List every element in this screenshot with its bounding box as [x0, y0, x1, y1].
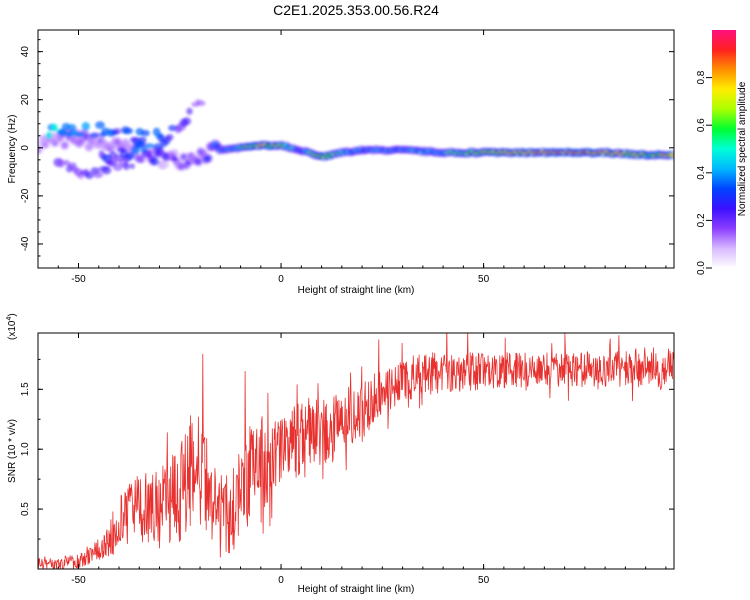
snr-frame: [37, 332, 675, 570]
svg-text:(x104): (x104): [6, 313, 18, 340]
heatmap-cell: [123, 127, 134, 135]
y-tick-label: 0.5: [20, 502, 31, 516]
colorbar-label: Normalized spectral amplitude: [737, 81, 748, 216]
snr-chart: -50 0 50 0.5 1.0 1.5 Height of straight line…: [6, 313, 675, 595]
heatmap-cell: [65, 131, 72, 138]
heatmap-cell: [51, 123, 58, 132]
snr-y-ticks: 0.5 1.0 1.5: [20, 358, 674, 540]
heatmap-cells: [38, 98, 674, 180]
x-tick-label: 50: [478, 274, 490, 285]
heatmap-cell: [123, 162, 130, 171]
heatmap-cell: [182, 117, 192, 126]
heatmap-cell: [75, 132, 85, 138]
heatmap-cell: [195, 158, 202, 166]
colorbar: 0.0 0.2 0.4 0.6 0.8 Normalized spectral ampl…: [696, 30, 748, 275]
heatmap-cell: [81, 122, 90, 131]
colorbar-tick-label: 0.6: [696, 118, 707, 132]
heatmap-cell: [140, 129, 150, 137]
colorbar-tick-label: 0.0: [696, 261, 707, 275]
heatmap-cell: [145, 143, 155, 149]
heatmap-cell: [161, 160, 168, 168]
heatmap-cell: [186, 107, 193, 115]
heatmap-cell: [63, 159, 70, 166]
x-tick-label: 50: [478, 575, 490, 586]
heatmap-cell: [136, 155, 145, 163]
heatmap-cell: [165, 134, 174, 141]
heatmap-cell: [162, 152, 170, 162]
colorbar-tick-label: 0.4: [696, 165, 707, 179]
heatmap-cell: [150, 157, 160, 166]
heatmap-cell: [130, 145, 141, 155]
heatmap-cell: [125, 152, 135, 160]
snr-y-label: SNR (10 * v/v): [7, 419, 18, 483]
snr-x-ticks: -50 0 50: [37, 333, 667, 586]
spectrogram-x-label: Height of straight line (km): [298, 285, 415, 296]
heatmap-cell: [85, 171, 94, 180]
spectrogram-y-label: Frequency (Hz): [7, 115, 18, 184]
heatmap-cell: [110, 156, 120, 164]
snr-y-multiplier-exp: 4: [6, 317, 13, 321]
heatmap-cell: [57, 158, 66, 168]
colorbar-tick-label: 0.8: [696, 70, 707, 84]
x-tick-label: -50: [71, 274, 86, 285]
heatmap-cell: [136, 140, 146, 149]
heatmap-cell: [61, 142, 68, 149]
y-tick-label: -40: [20, 236, 31, 251]
colorbar-tick-label: 0.2: [696, 213, 707, 227]
spectrogram-y-ticks: -40 -20 0 20 40: [20, 39, 674, 269]
y-tick-label: 1.0: [20, 442, 31, 456]
figure-title: C2E1.2025.353.00.56.R24: [273, 2, 439, 18]
heatmap-cell: [171, 156, 178, 162]
heatmap-cell: [93, 171, 103, 179]
y-tick-label: 1.5: [20, 382, 31, 396]
heatmap-cell: [89, 132, 100, 139]
snr-y-multiplier-close: ): [7, 313, 18, 316]
heatmap-cell: [204, 155, 212, 162]
heatmap-cell: [113, 128, 121, 135]
spectrogram-x-ticks: -50 0 50: [37, 30, 667, 285]
y-tick-label: -20: [20, 188, 31, 203]
snr-series-line: [38, 333, 674, 569]
colorbar-ticks: 0.0 0.2 0.4 0.6 0.8: [696, 70, 712, 275]
colorbar-gradient: [712, 30, 736, 268]
heatmap-cell: [196, 100, 206, 107]
heatmap-cell: [66, 123, 77, 132]
heatmap-cell: [101, 166, 112, 175]
snr-x-label: Height of straight line (km): [298, 584, 415, 595]
snr-y-multiplier-base: (x10: [7, 320, 18, 340]
spectrogram-chart: -50 0 50 -40 -20 0 20 40 Height of straight li…: [7, 29, 675, 296]
y-tick-label: 20: [20, 94, 31, 106]
y-tick-label: 40: [20, 46, 31, 58]
heatmap-cell: [95, 121, 105, 129]
y-tick-label: 0: [20, 145, 31, 151]
heatmap-cell: [45, 131, 52, 140]
heatmap-cell: [670, 153, 674, 157]
x-tick-label: 0: [278, 274, 284, 285]
heatmap-cell: [128, 163, 136, 169]
x-tick-label: -50: [71, 575, 86, 586]
snr-y-multiplier: (x104): [6, 313, 18, 340]
spectrogram-frame: [37, 29, 675, 269]
x-tick-label: 0: [278, 575, 284, 586]
